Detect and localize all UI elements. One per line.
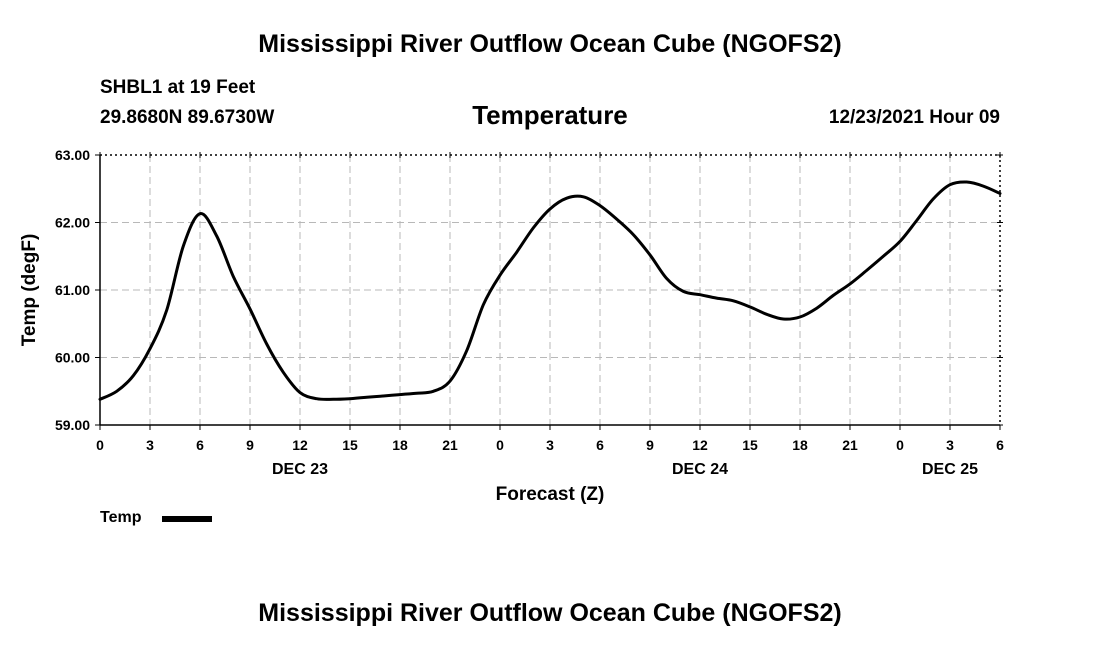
legend-label: Temp (100, 509, 142, 526)
x-day-label: DEC 24 (672, 461, 728, 478)
y-axis-label: Temp (degF) (19, 234, 40, 347)
x-tick-label: 21 (842, 437, 858, 453)
x-day-label: DEC 25 (922, 461, 978, 478)
y-tick-label: 63.00 (55, 147, 90, 163)
x-tick-label: 15 (742, 437, 758, 453)
y-tick-label: 59.00 (55, 417, 90, 433)
x-tick-label: 3 (546, 437, 554, 453)
station-coordinates: 29.8680N 89.6730W (100, 107, 275, 128)
station-label: SHBL1 at 19 Feet (100, 77, 256, 98)
x-tick-label: 21 (442, 437, 458, 453)
forecast-datetime: 12/23/2021 Hour 09 (828, 107, 1000, 128)
x-tick-label: 0 (496, 437, 504, 453)
x-tick-label: 9 (646, 437, 654, 453)
x-tick-label: 6 (596, 437, 604, 453)
legend-swatch (162, 516, 212, 522)
page-title: Mississippi River Outflow Ocean Cube (NG… (258, 30, 842, 58)
x-tick-label: 0 (896, 437, 904, 453)
x-day-label: DEC 23 (272, 461, 328, 478)
x-tick-label: 3 (146, 437, 154, 453)
x-tick-label: 18 (792, 437, 808, 453)
x-tick-label: 9 (246, 437, 254, 453)
x-tick-label: 0 (96, 437, 104, 453)
temp-series-line (98, 180, 1002, 401)
chart-title: Temperature (472, 100, 628, 130)
x-tick-label: 12 (692, 437, 708, 453)
x-tick-label: 6 (196, 437, 204, 453)
x-tick-label: 15 (342, 437, 358, 453)
x-tick-label: 3 (946, 437, 954, 453)
x-axis-label: Forecast (Z) (496, 484, 605, 505)
x-tick-label: 18 (392, 437, 408, 453)
x-tick-label: 6 (996, 437, 1004, 453)
y-tick-label: 61.00 (55, 282, 90, 298)
y-tick-label: 62.00 (55, 215, 90, 231)
footer-title: Mississippi River Outflow Ocean Cube (NG… (258, 599, 842, 627)
x-tick-label: 12 (292, 437, 308, 453)
y-tick-label: 60.00 (55, 350, 90, 366)
